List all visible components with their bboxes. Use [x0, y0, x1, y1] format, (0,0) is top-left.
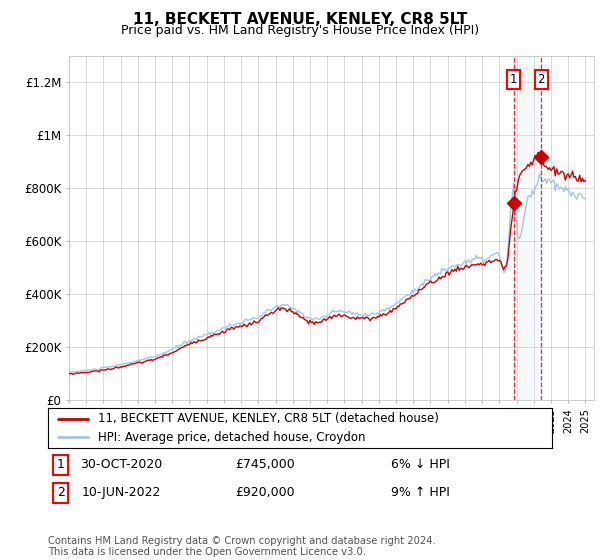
Text: £745,000: £745,000: [235, 458, 295, 472]
Text: 10-JUN-2022: 10-JUN-2022: [82, 486, 161, 500]
Text: 1: 1: [56, 458, 65, 472]
Text: 6% ↓ HPI: 6% ↓ HPI: [391, 458, 449, 472]
Text: Contains HM Land Registry data © Crown copyright and database right 2024.
This d: Contains HM Land Registry data © Crown c…: [48, 535, 436, 557]
Text: 2: 2: [538, 73, 545, 86]
Text: 2: 2: [56, 486, 65, 500]
Text: 30-OCT-2020: 30-OCT-2020: [80, 458, 162, 472]
Text: 9% ↑ HPI: 9% ↑ HPI: [391, 486, 449, 500]
Text: Price paid vs. HM Land Registry's House Price Index (HPI): Price paid vs. HM Land Registry's House …: [121, 24, 479, 36]
Text: 11, BECKETT AVENUE, KENLEY, CR8 5LT: 11, BECKETT AVENUE, KENLEY, CR8 5LT: [133, 12, 467, 27]
Text: 11, BECKETT AVENUE, KENLEY, CR8 5LT (detached house): 11, BECKETT AVENUE, KENLEY, CR8 5LT (det…: [98, 412, 439, 425]
Text: £920,000: £920,000: [235, 486, 295, 500]
Bar: [514, 56, 541, 400]
Text: HPI: Average price, detached house, Croydon: HPI: Average price, detached house, Croy…: [98, 431, 366, 444]
Text: 1: 1: [510, 73, 517, 86]
